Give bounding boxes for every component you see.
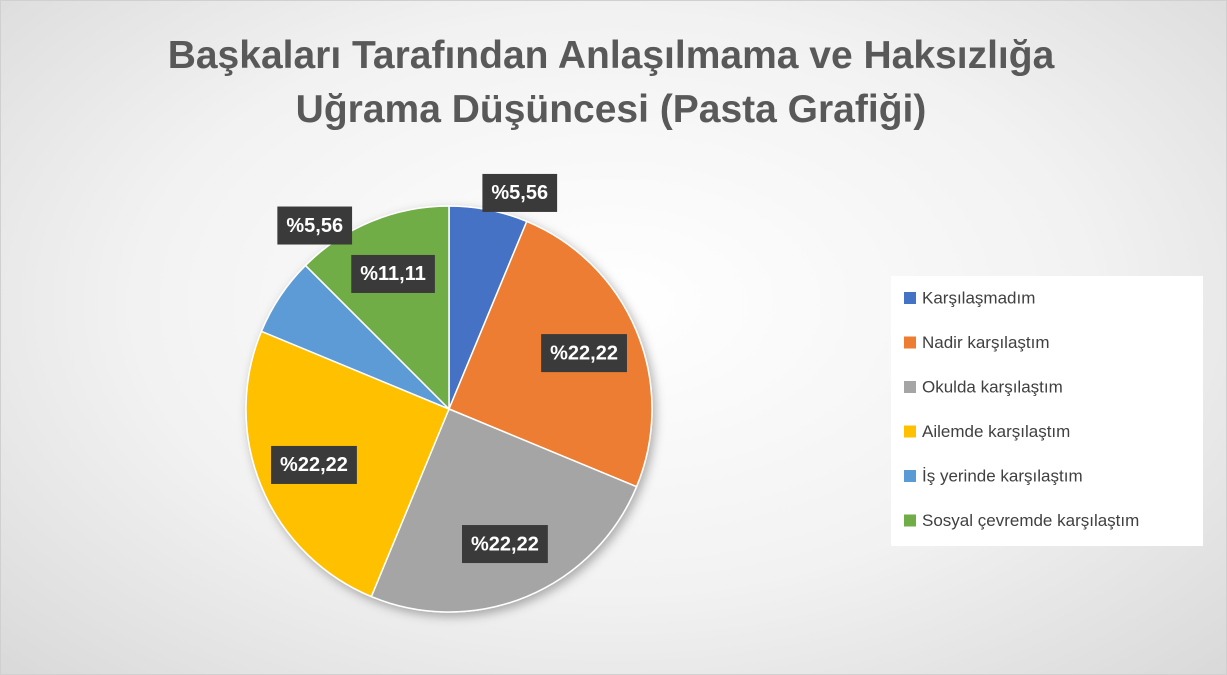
legend-label: Ailemde karşılaştım bbox=[922, 422, 1070, 441]
data-label-text: %5,56 bbox=[491, 182, 548, 204]
data-label-box bbox=[277, 206, 353, 245]
data-label-text: %5,56 bbox=[286, 215, 343, 237]
data-label-text: %22,22 bbox=[550, 342, 618, 364]
legend-label: Okulda karşılaştım bbox=[922, 377, 1063, 396]
data-label: %22,22 bbox=[271, 445, 357, 484]
legend-swatch bbox=[904, 514, 916, 527]
legend-label: Karşılaşmadım bbox=[922, 288, 1035, 307]
legend-label: Nadir karşılaştım bbox=[922, 333, 1050, 352]
data-label-text: %22,22 bbox=[471, 533, 539, 555]
data-label-box bbox=[482, 173, 558, 212]
data-label-text: %11,11 bbox=[360, 263, 426, 285]
data-label: %5,56 bbox=[277, 206, 353, 245]
legend-swatch bbox=[904, 292, 916, 304]
legend-swatch bbox=[904, 425, 916, 438]
data-label-box bbox=[541, 334, 627, 373]
data-label-box bbox=[271, 445, 357, 484]
legend-swatch bbox=[904, 470, 916, 482]
legend-label: İş yerinde karşılaştım bbox=[922, 466, 1083, 485]
data-label: %22,22 bbox=[462, 525, 548, 564]
legend-swatch bbox=[904, 336, 916, 349]
chart-title: Başkaları Tarafından Anlaşılmama ve Haks… bbox=[167, 34, 1055, 131]
pie-slice bbox=[370, 408, 638, 613]
data-label: %11,11 bbox=[351, 254, 435, 293]
data-label-box bbox=[462, 525, 548, 564]
data-label-box bbox=[351, 254, 435, 293]
pie bbox=[245, 205, 653, 613]
data-label: %5,56 bbox=[482, 173, 558, 212]
legend-swatch bbox=[904, 381, 916, 393]
legend-label: Sosyal çevremde karşılaştım bbox=[922, 511, 1139, 530]
data-label: %22,22 bbox=[541, 334, 627, 373]
data-label-text: %22,22 bbox=[280, 454, 348, 476]
legend-box bbox=[891, 276, 1203, 546]
